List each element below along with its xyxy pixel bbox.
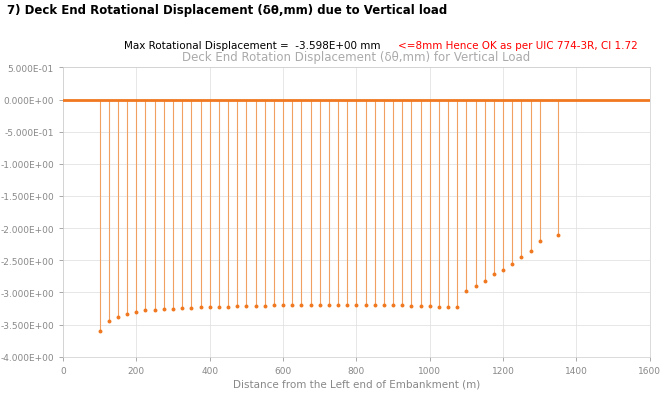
Point <box>103 318 114 325</box>
Point <box>296 302 307 309</box>
Text: <=8mm Hence OK as per UIC 774-3R, Cl 1.72: <=8mm Hence OK as per UIC 774-3R, Cl 1.7… <box>398 41 638 51</box>
Point <box>489 271 499 278</box>
Point <box>351 302 362 309</box>
Point <box>324 302 334 309</box>
Point <box>241 303 252 310</box>
Point <box>443 304 453 310</box>
Title: Deck End Rotation Displacement (δθ,mm) for Vertical Load: Deck End Rotation Displacement (δθ,mm) f… <box>182 51 530 64</box>
Point <box>406 303 416 310</box>
Point <box>259 303 270 310</box>
Point <box>94 328 105 334</box>
Point <box>360 302 371 309</box>
Point <box>342 302 353 309</box>
Point <box>525 248 536 254</box>
Point <box>168 306 178 312</box>
Point <box>122 311 133 317</box>
Point <box>278 302 288 309</box>
Point <box>195 304 206 311</box>
Point <box>379 302 389 309</box>
Point <box>177 305 188 311</box>
Text: Max Rotational Displacement =  -3.598E+00 mm: Max Rotational Displacement = -3.598E+00… <box>124 41 380 51</box>
Point <box>186 305 197 311</box>
Point <box>305 302 316 309</box>
Point <box>333 302 343 309</box>
Point <box>397 302 408 309</box>
Point <box>131 309 142 315</box>
Point <box>516 254 526 261</box>
Point <box>479 278 490 284</box>
Point <box>149 307 160 313</box>
Point <box>461 288 471 295</box>
Point <box>388 302 398 309</box>
Point <box>534 238 545 245</box>
Point <box>140 308 151 314</box>
Point <box>369 302 380 309</box>
Point <box>553 232 564 238</box>
Point <box>470 283 481 290</box>
Point <box>213 304 224 310</box>
Point <box>452 304 463 311</box>
Point <box>434 304 444 310</box>
Point <box>424 303 435 310</box>
Point <box>287 302 298 309</box>
Point <box>113 314 123 320</box>
X-axis label: Distance from the Left end of Embankment (m): Distance from the Left end of Embankment… <box>233 379 480 389</box>
Point <box>314 302 325 309</box>
Point <box>232 303 243 310</box>
Point <box>415 303 426 310</box>
Point <box>223 304 233 310</box>
Point <box>158 306 169 313</box>
Point <box>250 303 261 310</box>
Text: 7) Deck End Rotational Displacement (δθ,mm) due to Vertical load: 7) Deck End Rotational Displacement (δθ,… <box>7 4 447 17</box>
Point <box>507 261 518 267</box>
Point <box>204 304 215 311</box>
Point <box>269 302 279 309</box>
Point <box>498 267 509 273</box>
